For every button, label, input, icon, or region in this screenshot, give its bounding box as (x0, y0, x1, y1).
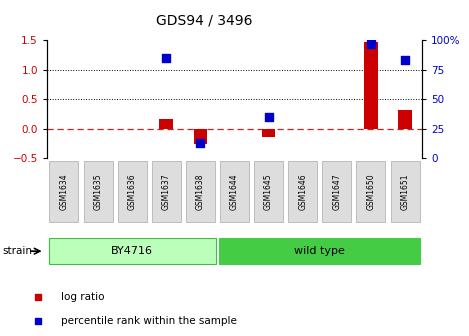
Point (367, 41, 375, 47)
Text: percentile rank within the sample: percentile rank within the sample (61, 316, 237, 326)
FancyBboxPatch shape (219, 238, 420, 264)
FancyBboxPatch shape (83, 161, 113, 222)
FancyBboxPatch shape (322, 161, 351, 222)
FancyBboxPatch shape (254, 161, 283, 222)
Text: GSM1647: GSM1647 (333, 173, 341, 210)
Bar (194, 128, 207, 144)
Point (401, 58, 409, 63)
Text: GSM1636: GSM1636 (128, 173, 136, 210)
FancyBboxPatch shape (356, 161, 386, 222)
Point (163, 55, 170, 60)
Text: GSM1638: GSM1638 (196, 173, 205, 210)
Text: GSM1650: GSM1650 (366, 173, 376, 210)
Text: GDS94 / 3496: GDS94 / 3496 (156, 13, 253, 28)
FancyBboxPatch shape (49, 238, 216, 264)
Text: GSM1645: GSM1645 (264, 173, 273, 210)
Text: strain: strain (2, 246, 32, 256)
FancyBboxPatch shape (391, 161, 420, 222)
Point (197, 140, 204, 145)
FancyBboxPatch shape (118, 161, 147, 222)
Text: log ratio: log ratio (61, 292, 105, 302)
Text: GSM1634: GSM1634 (60, 173, 68, 210)
FancyBboxPatch shape (220, 161, 249, 222)
FancyBboxPatch shape (288, 161, 317, 222)
Bar (159, 119, 173, 128)
Text: GSM1644: GSM1644 (230, 173, 239, 210)
FancyBboxPatch shape (49, 161, 78, 222)
Text: GSM1635: GSM1635 (93, 173, 103, 210)
FancyBboxPatch shape (152, 161, 181, 222)
Point (265, 114, 272, 120)
Bar (398, 110, 412, 128)
Text: GSM1651: GSM1651 (401, 173, 409, 210)
Bar (262, 128, 275, 137)
Text: BY4716: BY4716 (111, 246, 153, 256)
Text: GSM1637: GSM1637 (162, 173, 171, 210)
FancyBboxPatch shape (186, 161, 215, 222)
Text: wild type: wild type (295, 246, 345, 256)
Bar (364, 42, 378, 128)
Text: GSM1646: GSM1646 (298, 173, 307, 210)
